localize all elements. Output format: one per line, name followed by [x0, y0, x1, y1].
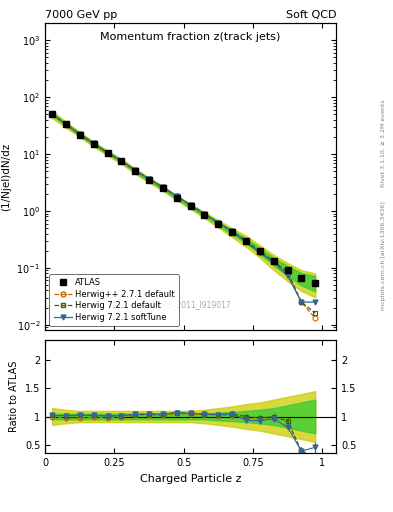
Text: mcplots.cern.ch [arXiv:1306.3436]: mcplots.cern.ch [arXiv:1306.3436] [381, 202, 386, 310]
Text: ATLAS_2011_I919017: ATLAS_2011_I919017 [150, 300, 231, 309]
X-axis label: Charged Particle z: Charged Particle z [140, 474, 241, 483]
Text: Momentum fraction z(track jets): Momentum fraction z(track jets) [101, 32, 281, 42]
Text: Soft QCD: Soft QCD [286, 10, 336, 20]
Text: 7000 GeV pp: 7000 GeV pp [45, 10, 118, 20]
Y-axis label: (1/Njel)dN/dz: (1/Njel)dN/dz [1, 142, 11, 211]
Text: Rivet 3.1.10, ≥ 3.2M events: Rivet 3.1.10, ≥ 3.2M events [381, 99, 386, 187]
Legend: ATLAS, Herwig++ 2.7.1 default, Herwig 7.2.1 default, Herwig 7.2.1 softTune: ATLAS, Herwig++ 2.7.1 default, Herwig 7.… [50, 274, 179, 326]
Y-axis label: Ratio to ATLAS: Ratio to ATLAS [9, 361, 19, 433]
